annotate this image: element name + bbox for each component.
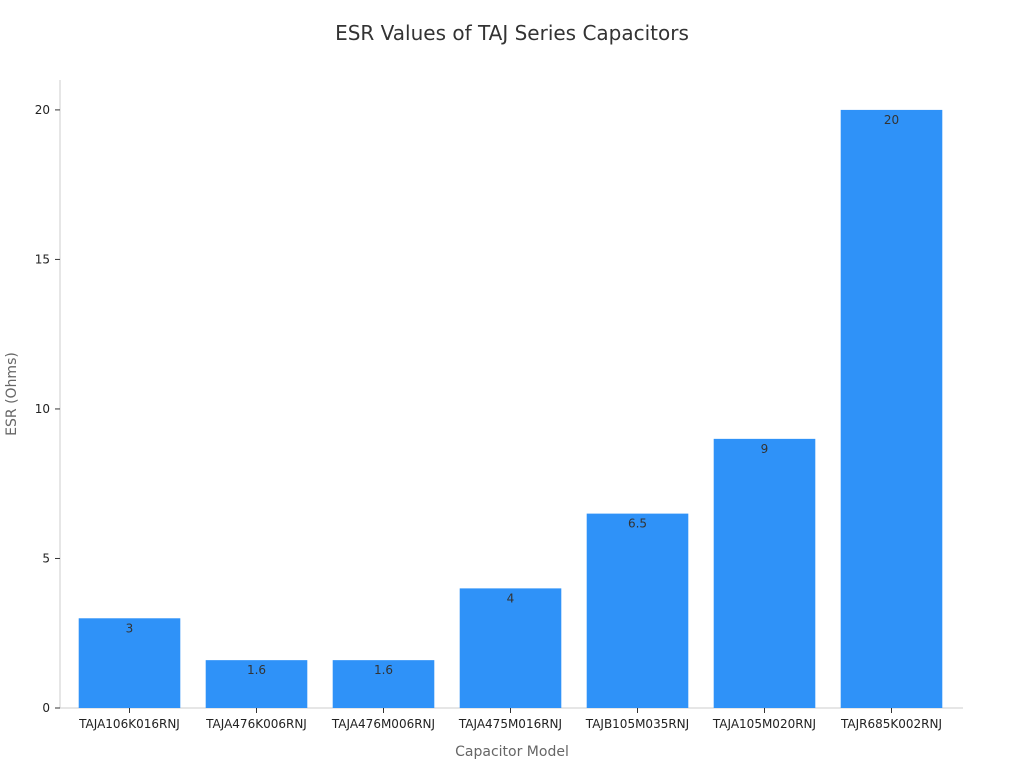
x-tick-label: TAJA105M020RNJ (712, 717, 816, 731)
y-axis-title: ESR (Ohms) (4, 352, 20, 436)
bar-value-label: 3 (126, 621, 134, 635)
bar (713, 438, 816, 708)
x-axis: TAJA106K016RNJ TAJA476K006RNJ TAJA476M006R… (60, 707, 963, 731)
x-tick-label: TAJA476M006RNJ (331, 717, 435, 731)
data-labels: 3 1.6 1.6 4 6.5 9 20 (126, 113, 899, 677)
bar (78, 618, 181, 708)
bar-value-label: 1.6 (247, 663, 266, 677)
bar-value-label: 9 (761, 442, 769, 456)
chart-title: ESR Values of TAJ Series Capacitors (335, 21, 689, 45)
x-tick-label: TAJA475M016RNJ (458, 717, 562, 731)
bar (205, 660, 308, 708)
y-tick-label: 20 (35, 103, 50, 117)
x-tick-label: TAJA106K016RNJ (78, 717, 180, 731)
y-tick-label: 15 (35, 252, 50, 266)
bar (459, 588, 562, 708)
bar-value-label: 4 (507, 591, 515, 605)
bar (840, 109, 943, 708)
y-tick-label: 10 (35, 402, 50, 416)
x-tick-label: TAJB105M035RNJ (585, 717, 689, 731)
y-tick-label: 5 (42, 551, 50, 565)
bar (332, 660, 435, 708)
y-tick-label: 0 (42, 701, 50, 715)
bar (586, 513, 689, 708)
bar-series (78, 109, 943, 708)
x-tick-label: TAJR685K002RNJ (840, 717, 942, 731)
x-axis-title: Capacitor Model (455, 744, 569, 760)
bar-value-label: 1.6 (374, 663, 393, 677)
bar-value-label: 20 (884, 113, 899, 127)
x-tick-label: TAJA476K006RNJ (205, 717, 307, 731)
y-axis: 0 5 10 15 20 (35, 80, 61, 715)
bar-value-label: 6.5 (628, 517, 647, 531)
